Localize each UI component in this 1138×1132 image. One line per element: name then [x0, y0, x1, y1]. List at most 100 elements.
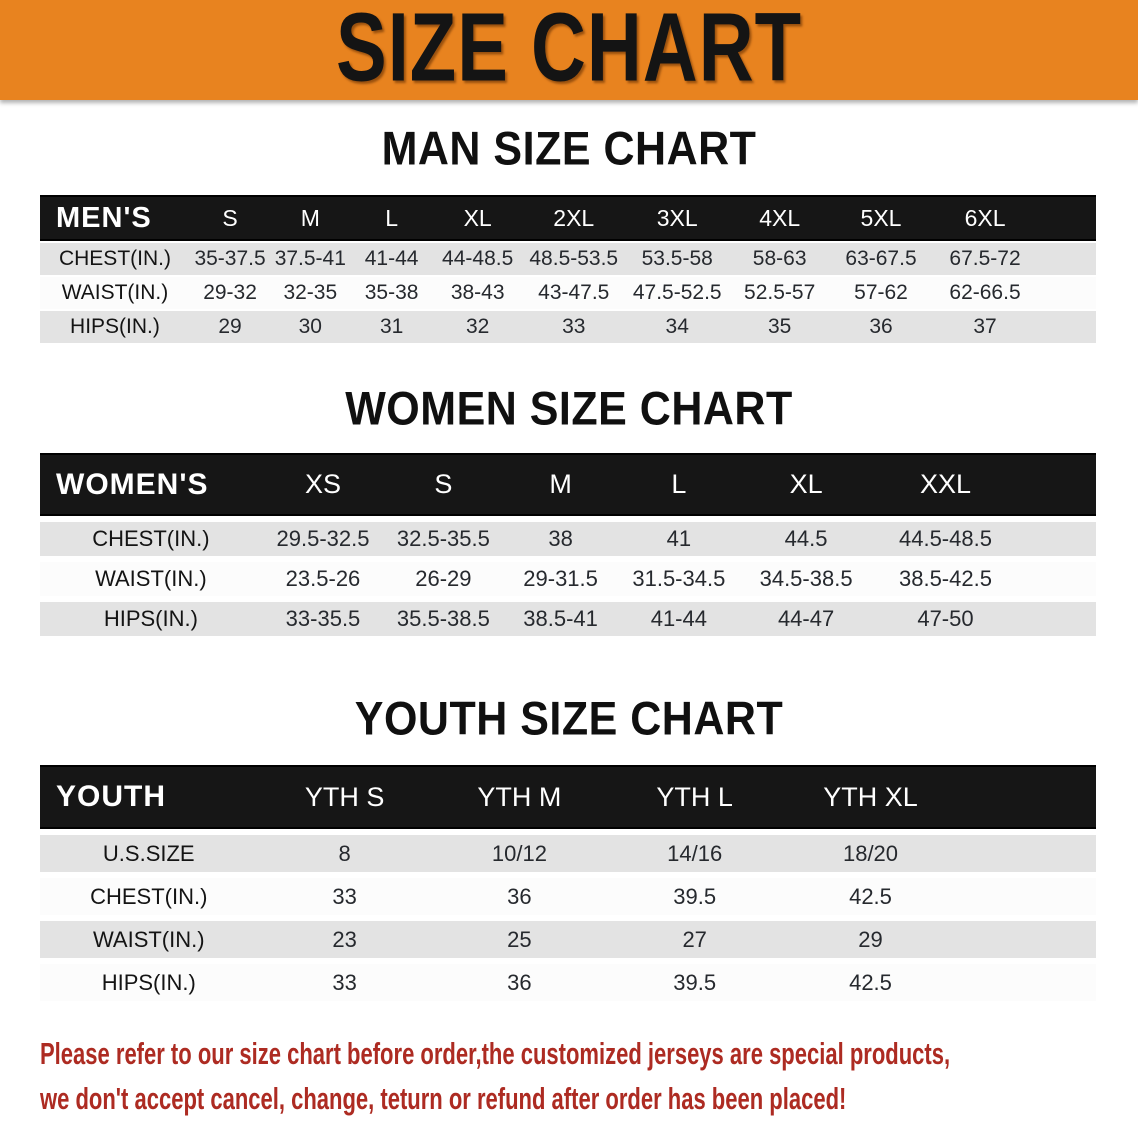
size-value-cell: 63-67.5 — [829, 243, 933, 275]
row-label: HIPS(IN.) — [40, 311, 190, 343]
size-value-cell: 43-47.5 — [522, 277, 625, 309]
size-value-cell: 41-44 — [618, 602, 740, 636]
row-filler-cell — [1017, 562, 1096, 596]
size-value-cell: 38.5-42.5 — [873, 562, 1018, 596]
women-size-table: WOMEN'S XS S M L XL XXL CHEST(IN.) 29.5-32.5 32.5… — [40, 447, 1096, 642]
table-title: MEN'S — [40, 195, 190, 241]
size-column-header: YTH L — [607, 765, 783, 829]
size-column-header: 2XL — [522, 195, 625, 241]
size-value-cell: 47-50 — [873, 602, 1018, 636]
size-value-cell: 31.5-34.5 — [618, 562, 740, 596]
size-value-cell: 35-37.5 — [189, 243, 271, 275]
measurement-row: CHEST(IN.) 29.5-32.5 32.5-35.5 38 41 44.5 44.5… — [40, 522, 1096, 556]
size-value-cell: 62-66.5 — [932, 277, 1038, 309]
women-table-wrap: WOMEN'S XS S M L XL XXL CHEST(IN.) 29.5-32.5 32.5… — [40, 447, 1096, 642]
row-filler-cell — [1037, 311, 1096, 343]
size-column-header: XS — [261, 453, 385, 516]
row-filler-cell — [958, 964, 1096, 1001]
table-header-row: WOMEN'S XS S M L XL XXL — [40, 453, 1096, 516]
header-filler-cell — [1037, 195, 1096, 241]
measurement-row: HIPS(IN.) 33-35.5 35.5-38.5 38.5-41 41-44 44-… — [40, 602, 1096, 636]
size-value-cell: 33-35.5 — [261, 602, 385, 636]
size-value-cell: 10/12 — [431, 835, 608, 872]
size-value-cell: 31 — [350, 311, 433, 343]
row-label: CHEST(IN.) — [40, 878, 258, 915]
size-column-header: XL — [739, 453, 874, 516]
size-value-cell: 44.5-48.5 — [873, 522, 1018, 556]
size-column-header: 5XL — [829, 195, 933, 241]
size-value-cell: 26-29 — [384, 562, 503, 596]
row-filler-cell — [958, 835, 1096, 872]
row-label: HIPS(IN.) — [40, 964, 258, 1001]
row-filler-cell — [958, 878, 1096, 915]
table-title: WOMEN'S — [40, 453, 262, 516]
size-value-cell: 30 — [270, 311, 351, 343]
measurement-row: WAIST(IN.) 29-32 32-35 35-38 38-43 43-47.5 47.… — [40, 277, 1096, 309]
size-value-cell: 37 — [932, 311, 1038, 343]
size-column-header: L — [618, 453, 740, 516]
size-value-cell: 36 — [431, 964, 608, 1001]
size-value-cell: 38 — [502, 522, 619, 556]
row-label: HIPS(IN.) — [40, 602, 262, 636]
row-label: U.S.SIZE — [40, 835, 258, 872]
table-header-row: MEN'S S M L XL 2XL 3XL 4XL 5XL 6XL — [40, 195, 1096, 241]
banner-title: SIZE CHART — [336, 0, 802, 103]
size-value-cell: 44.5 — [739, 522, 874, 556]
table-title: YOUTH — [40, 765, 258, 829]
order-disclaimer-note: Please refer to our size chart before or… — [40, 1031, 1138, 1121]
disclaimer-line-2: we don't accept cancel, change, teturn o… — [40, 1081, 847, 1116]
size-value-cell: 36 — [431, 878, 608, 915]
size-value-cell: 32-35 — [270, 277, 351, 309]
size-column-header: YTH M — [431, 765, 608, 829]
row-filler-cell — [1017, 522, 1096, 556]
size-column-header: M — [270, 195, 351, 241]
size-value-cell: 41-44 — [350, 243, 433, 275]
women-size-section: WOMEN SIZE CHART WOMEN'S XS S M L XL XXL CHEST(… — [0, 382, 1138, 642]
youth-table-wrap: YOUTH YTH S YTH M YTH L YTH XL U.S.SIZE 8 10/12… — [40, 759, 1096, 1007]
row-label: CHEST(IN.) — [40, 522, 262, 556]
size-value-cell: 44-47 — [739, 602, 874, 636]
row-label: CHEST(IN.) — [40, 243, 190, 275]
size-value-cell: 53.5-58 — [624, 243, 730, 275]
women-section-heading: WOMEN SIZE CHART — [345, 382, 793, 436]
row-label: WAIST(IN.) — [40, 277, 190, 309]
size-value-cell: 8 — [257, 835, 432, 872]
size-value-cell: 48.5-53.5 — [522, 243, 625, 275]
men-section-heading: MAN SIZE CHART — [381, 122, 757, 176]
size-value-cell: 47.5-52.5 — [624, 277, 730, 309]
size-value-cell: 39.5 — [607, 878, 783, 915]
header-filler-cell — [1017, 453, 1096, 516]
size-chart-banner: SIZE CHART — [0, 0, 1138, 102]
size-column-header: YTH XL — [782, 765, 959, 829]
size-value-cell: 42.5 — [782, 878, 959, 915]
measurement-row: HIPS(IN.) 33 36 39.5 42.5 — [40, 964, 1096, 1001]
size-value-cell: 57-62 — [829, 277, 933, 309]
size-column-header: L — [350, 195, 433, 241]
size-value-cell: 35.5-38.5 — [384, 602, 503, 636]
size-column-header: S — [189, 195, 271, 241]
size-value-cell: 34.5-38.5 — [739, 562, 874, 596]
size-column-header: 3XL — [624, 195, 730, 241]
row-filler-cell — [1037, 243, 1096, 275]
measurement-row: WAIST(IN.) 23 25 27 29 — [40, 921, 1096, 958]
size-value-cell: 38-43 — [432, 277, 523, 309]
size-value-cell: 67.5-72 — [932, 243, 1038, 275]
size-column-header: 4XL — [729, 195, 830, 241]
size-value-cell: 42.5 — [782, 964, 959, 1001]
row-label: WAIST(IN.) — [40, 562, 262, 596]
size-value-cell: 32 — [432, 311, 523, 343]
men-table-wrap: MEN'S S M L XL 2XL 3XL 4XL 5XL 6XL CHEST(IN.) 35-37… — [40, 193, 1096, 345]
size-value-cell: 41 — [618, 522, 740, 556]
size-value-cell: 29 — [189, 311, 271, 343]
measurement-row: CHEST(IN.) 35-37.5 37.5-41 41-44 44-48.5 48.5… — [40, 243, 1096, 275]
size-column-header: S — [384, 453, 503, 516]
size-value-cell: 35-38 — [350, 277, 433, 309]
measurement-row: U.S.SIZE 8 10/12 14/16 18/20 — [40, 835, 1096, 872]
size-column-header: M — [502, 453, 619, 516]
size-value-cell: 36 — [829, 311, 933, 343]
size-value-cell: 33 — [257, 964, 432, 1001]
youth-size-section: YOUTH SIZE CHART YOUTH YTH S YTH M YTH L YTH… — [0, 693, 1138, 1007]
youth-size-table: YOUTH YTH S YTH M YTH L YTH XL U.S.SIZE 8 10/12… — [40, 759, 1096, 1007]
header-filler-cell — [958, 765, 1096, 829]
size-value-cell: 58-63 — [729, 243, 830, 275]
